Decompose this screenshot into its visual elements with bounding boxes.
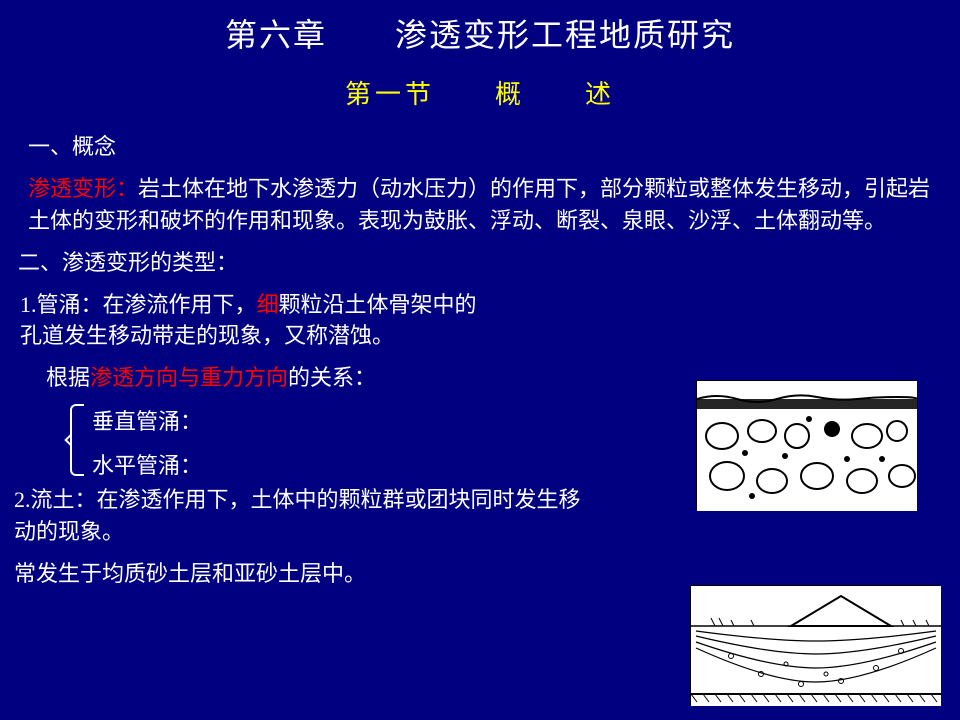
- relation-red: 渗透方向与重力方向: [90, 365, 288, 390]
- item1-text-a: 1.管涌：在渗流作用下，: [20, 292, 257, 317]
- sub-vertical-piping: 垂直管涌：: [92, 404, 202, 436]
- brace-icon: [70, 404, 84, 476]
- section-title: 第一节 概 述: [0, 74, 960, 111]
- figure-dam-seepage: [690, 585, 940, 705]
- item-1-piping: 1.管涌：在渗流作用下，细颗粒沿土体骨架中的孔道发生移动带走的现象，又称潜蚀。: [20, 289, 480, 353]
- slide-content: 一、概念 渗透变形：岩土体在地下水渗透力（动水压力）的作用下，部分颗粒或整体发生…: [28, 125, 938, 596]
- figure-soil-particles: [696, 380, 916, 510]
- chapter-title: 第六章 渗透变形工程地质研究: [0, 0, 960, 56]
- heading-2: 二、渗透变形的类型：: [18, 247, 938, 279]
- definition-paragraph: 渗透变形：岩土体在地下水渗透力（动水压力）的作用下，部分颗粒或整体发生移动，引起…: [28, 173, 938, 237]
- item1-red-fine: 细: [257, 292, 279, 317]
- relation-b: 的关系：: [288, 365, 376, 390]
- definition-text: 岩土体在地下水渗透力（动水压力）的作用下，部分颗粒或整体发生移动，引起岩土体的变…: [28, 176, 930, 233]
- sub-horizontal-piping: 水平管涌：: [92, 448, 202, 480]
- relation-a: 根据: [46, 365, 90, 390]
- heading-1: 一、概念: [28, 131, 938, 163]
- term-seepage-deformation: 渗透变形：: [28, 176, 138, 201]
- item-2-flowsoil: 2.流土：在渗透作用下，土体中的颗粒群或团块同时发生移动的现象。: [14, 484, 594, 548]
